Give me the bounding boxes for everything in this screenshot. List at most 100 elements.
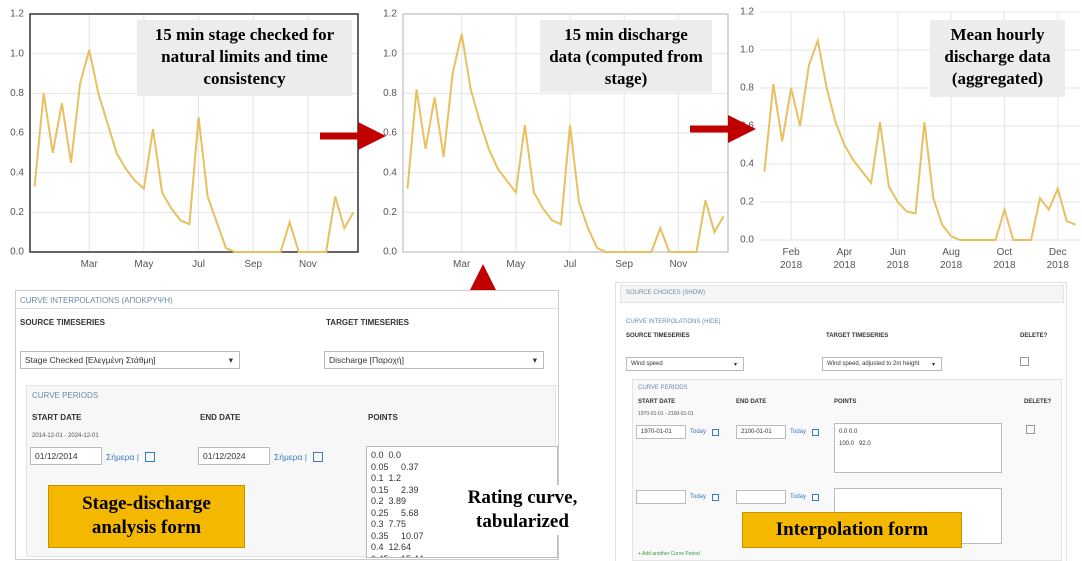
- y-tick-label: 0.4: [10, 167, 24, 178]
- y-tick-label: 0.8: [383, 88, 397, 99]
- x-tick-label: Feb 2018: [779, 247, 803, 271]
- today-link[interactable]: Today: [690, 494, 707, 500]
- points-line: 0.3 7.75: [371, 519, 407, 529]
- today-link[interactable]: Today: [690, 429, 707, 435]
- x-tick-label: Jul: [192, 259, 205, 270]
- target-select[interactable]: Discharge [Παροχή]: [324, 351, 544, 369]
- y-tick-label: 0.8: [10, 88, 24, 99]
- calendar-icon[interactable]: [712, 429, 719, 436]
- y-tick-label: 0.8: [740, 83, 754, 94]
- field-label: SOURCE TIMESERIES: [20, 318, 105, 327]
- calendar-icon[interactable]: [313, 452, 323, 462]
- section-title: CURVE PERIODS: [32, 391, 99, 400]
- points-line: 0.1 1.2: [371, 473, 402, 483]
- line: [406, 33, 725, 253]
- x-tick-label: May: [506, 259, 526, 270]
- today-link[interactable]: Σήμερα |: [274, 452, 307, 462]
- field-label: END DATE: [200, 413, 241, 422]
- calendar-icon[interactable]: [145, 452, 155, 462]
- y-tick-label: 1.2: [383, 9, 397, 20]
- y-tick-label: 1.2: [10, 9, 24, 20]
- line: [33, 49, 355, 253]
- y-tick-label: 0.0: [383, 247, 397, 258]
- x-tick-label: Jun 2018: [886, 247, 909, 271]
- y-tick-label: 0.2: [10, 207, 24, 218]
- y-tick-label: 1.2: [740, 7, 754, 18]
- x-tick-label: Nov: [669, 259, 688, 270]
- calendar-icon[interactable]: [812, 494, 819, 501]
- checkbox[interactable]: [1026, 425, 1035, 434]
- x-tick-label: Apr 2018: [833, 247, 856, 271]
- x-tick-label: Nov: [298, 259, 317, 270]
- x-tick-label: Dec 2018: [1046, 247, 1069, 271]
- field-label: DELETE?: [1020, 333, 1048, 339]
- x-tick-label: Sep: [244, 259, 263, 270]
- today-link[interactable]: Today: [790, 429, 807, 435]
- y-tick-label: 0.0: [740, 235, 754, 246]
- add-period-link[interactable]: + Add another Curve Period: [638, 551, 700, 557]
- source-select[interactable]: Wind speed: [626, 357, 744, 371]
- today-link[interactable]: Today: [790, 494, 807, 500]
- end-date-input[interactable]: 01/12/2024: [198, 447, 270, 465]
- y-tick-label: 0.6: [10, 128, 24, 139]
- y-tick-label: 1.0: [740, 45, 754, 56]
- points-line: 0.05 0.37: [371, 461, 419, 472]
- target-select[interactable]: Wind speed, adjusted to 2m height: [822, 357, 942, 371]
- x-tick-label: Mar: [80, 259, 98, 270]
- y-tick-label: 0.6: [383, 128, 397, 139]
- field-label: START DATE: [32, 413, 82, 422]
- points-line: 0.15 2.39: [371, 484, 419, 495]
- calendar-icon[interactable]: [812, 429, 819, 436]
- start-date-input[interactable]: [636, 490, 686, 504]
- caption: Rating curve, tabularized: [460, 485, 585, 535]
- field-label: POINTS: [834, 399, 857, 405]
- points-line: 0.35 10.07: [371, 530, 424, 541]
- y-tick-label: 0.4: [740, 159, 754, 170]
- divider: [16, 308, 558, 309]
- field-label: TARGET TIMESERIES: [326, 318, 409, 327]
- start-date-input[interactable]: 1970-01-01: [636, 425, 686, 439]
- field-label: START DATE: [638, 399, 676, 405]
- y-tick-label: 0.0: [10, 247, 24, 258]
- today-link[interactable]: Σήμερα |: [106, 452, 139, 462]
- section-title: CURVE INTERPOLATIONS (ΑΠΟΚΡΥΨΗ): [20, 296, 173, 305]
- annotation: Mean hourly discharge data (aggregated): [930, 20, 1065, 97]
- y-tick-label: 0.4: [383, 167, 397, 178]
- x-tick-label: Sep: [615, 259, 634, 270]
- field-label: DELETE?: [1024, 399, 1052, 405]
- source-select[interactable]: Stage Checked [Ελεγμένη Στάθμη]: [20, 351, 240, 369]
- period-range: 2014-12-01 - 2024-12-01: [32, 433, 99, 439]
- field-label: SOURCE TIMESERIES: [626, 333, 690, 339]
- section-title: SOURCE CHOICES (SHOW): [626, 290, 706, 296]
- field-label: TARGET TIMESERIES: [826, 333, 889, 339]
- start-date-input[interactable]: 01/12/2014: [30, 447, 102, 465]
- annotation: 15 min stage checked for natural limits …: [137, 20, 352, 96]
- annotation: 15 min discharge data (computed from sta…: [540, 20, 712, 92]
- x-tick-label: Oct 2018: [993, 247, 1016, 271]
- points-line: 0.0 0.0: [839, 429, 858, 435]
- points-line: 0.2 3.89: [371, 496, 407, 506]
- field-label: POINTS: [368, 413, 398, 422]
- calendar-icon[interactable]: [712, 494, 719, 501]
- y-tick-label: 0.2: [383, 207, 397, 218]
- points-textarea[interactable]: 0.0 0.0 100.0 92.0: [834, 423, 1002, 473]
- caption: Interpolation form: [742, 512, 962, 548]
- points-line: 0.25 5.68: [371, 507, 419, 518]
- caption: Stage-discharge analysis form: [48, 485, 245, 548]
- y-tick-label: 1.0: [10, 48, 24, 59]
- period-range: 1970-01-01 - 2100-01-01: [638, 411, 694, 417]
- line: [763, 36, 1076, 241]
- points-line: 0.0 0.0: [371, 450, 402, 460]
- y-tick-label: 0.6: [740, 121, 754, 132]
- x-tick-label: Mar: [453, 259, 471, 270]
- end-date-input[interactable]: [736, 490, 786, 504]
- panel: [620, 285, 1064, 303]
- checkbox[interactable]: [1020, 357, 1029, 366]
- section-title: CURVE INTERPOLATIONS (HIDE): [626, 319, 721, 325]
- end-date-input[interactable]: 2100-01-01: [736, 425, 786, 439]
- points-line: 0.4 12.64: [371, 542, 412, 552]
- x-tick-label: May: [134, 259, 154, 270]
- points-line: 100.0 92.0: [839, 440, 871, 447]
- x-tick-label: Jul: [563, 259, 577, 270]
